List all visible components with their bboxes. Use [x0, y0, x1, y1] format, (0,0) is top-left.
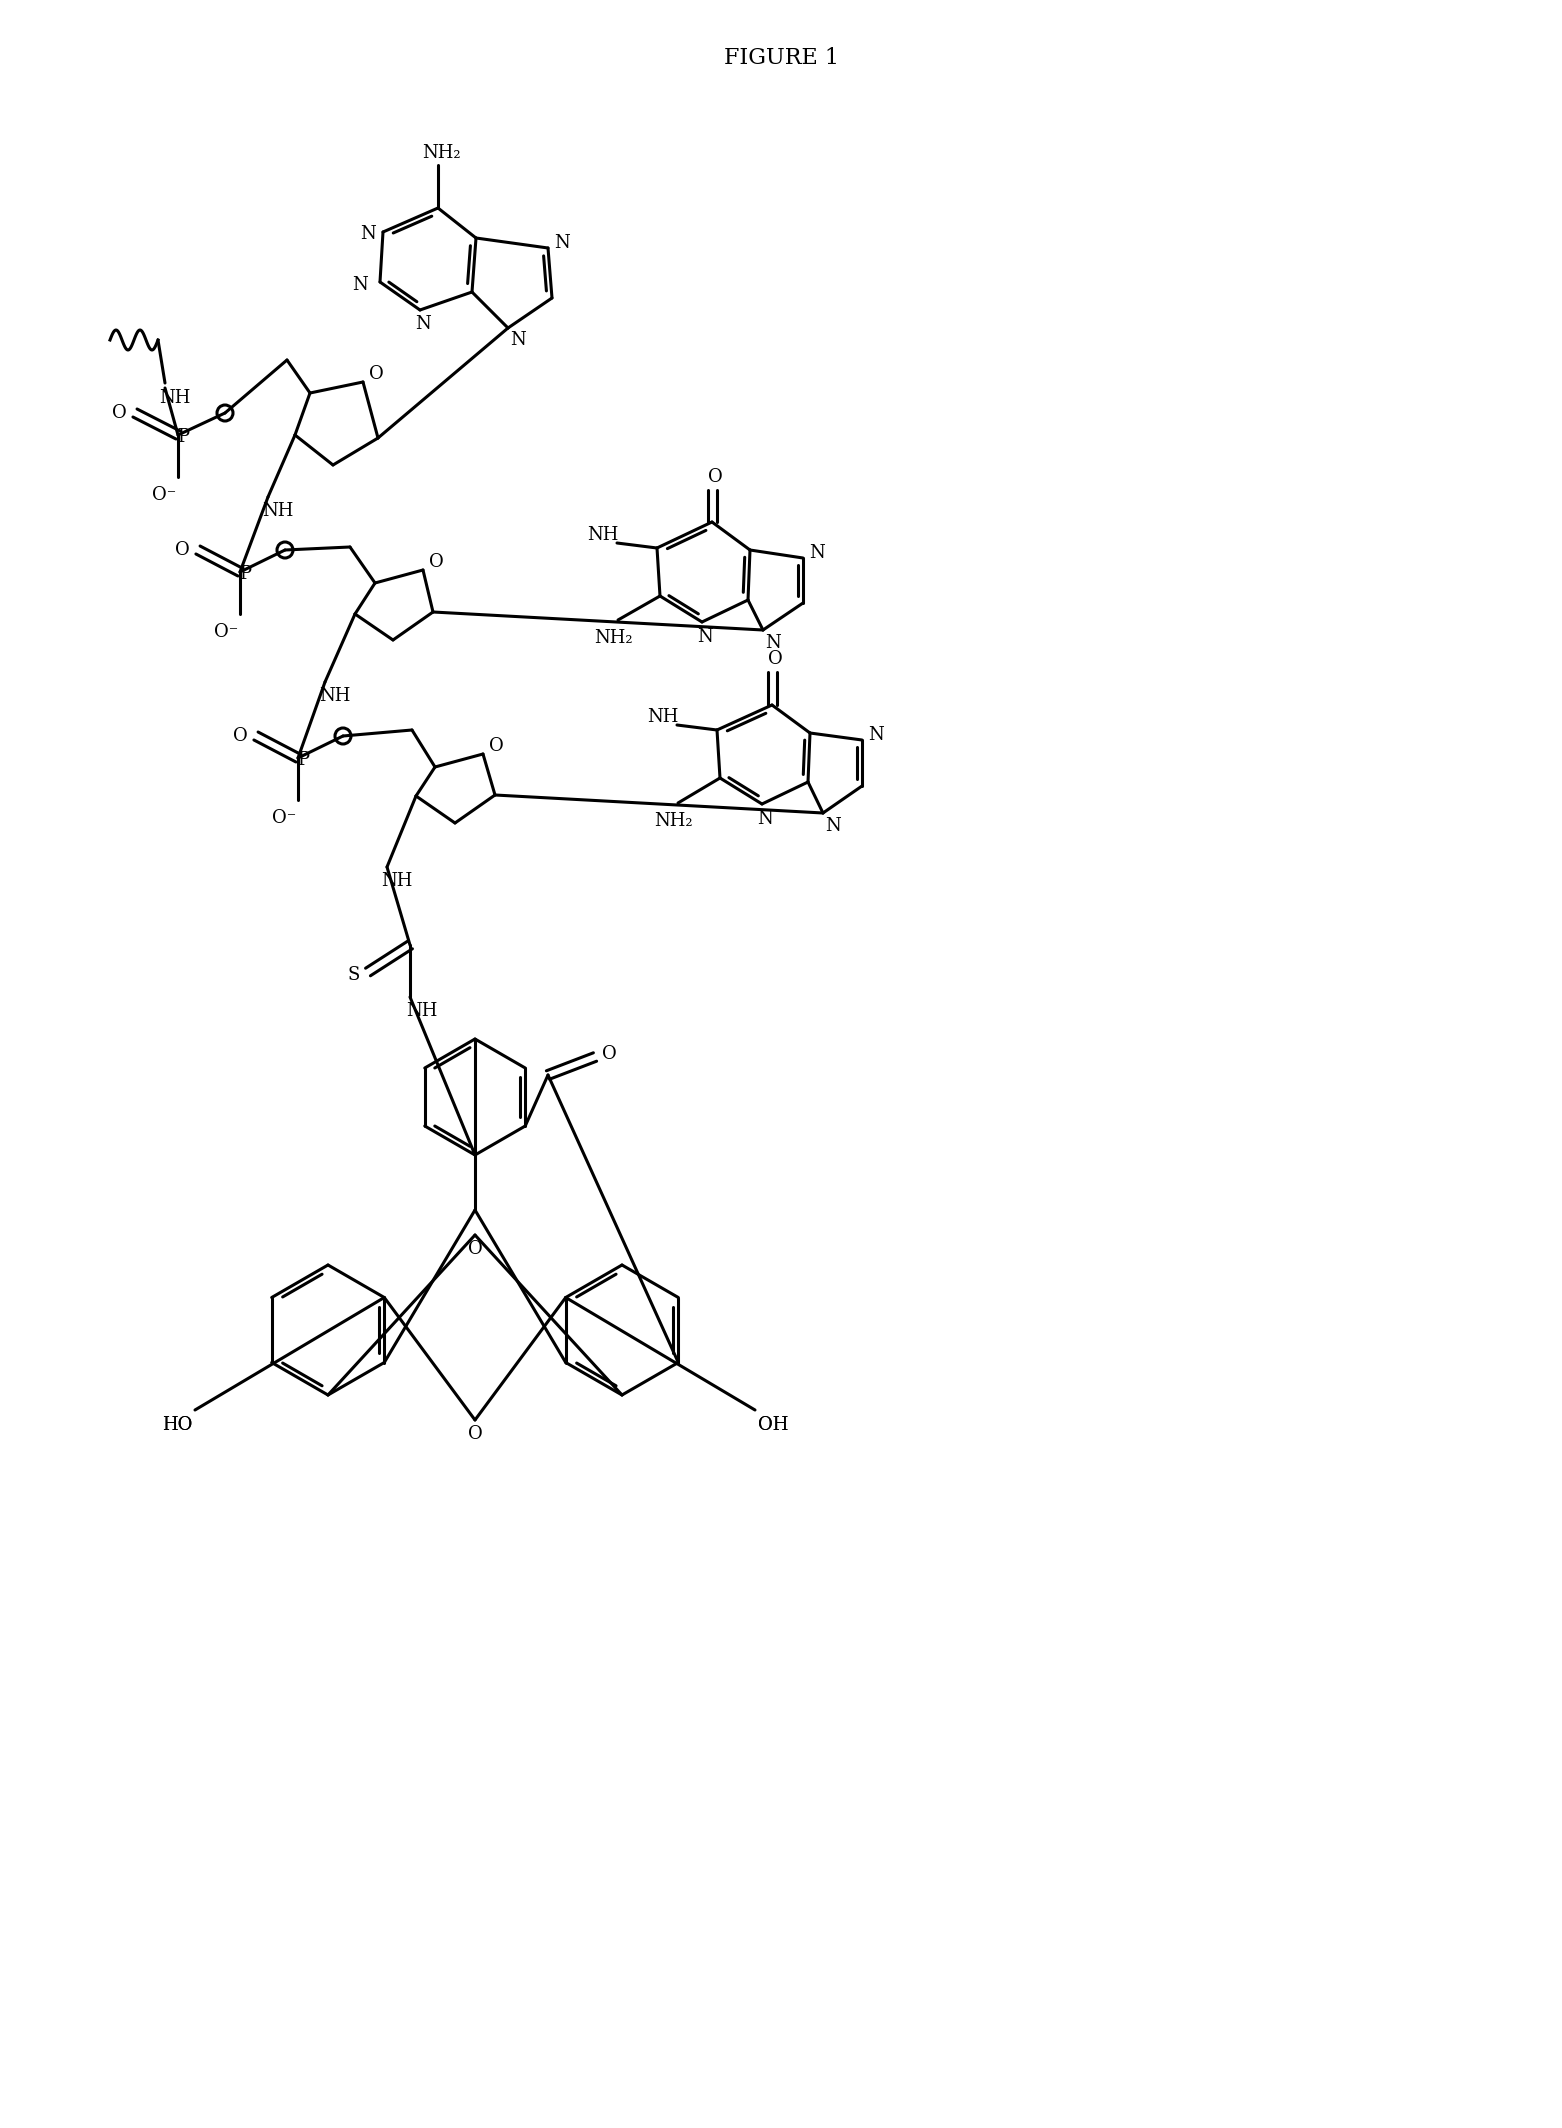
Text: NH: NH: [381, 872, 412, 890]
Text: FIGURE 1: FIGURE 1: [723, 47, 839, 68]
Text: NH: NH: [262, 502, 294, 519]
Text: P: P: [239, 566, 251, 583]
Text: O: O: [767, 649, 783, 668]
Text: N: N: [868, 726, 884, 745]
Text: N: N: [511, 332, 526, 349]
Text: P: P: [177, 428, 189, 447]
Text: O: O: [601, 1045, 617, 1064]
Text: N: N: [351, 277, 369, 294]
Text: O: O: [175, 541, 189, 560]
Text: O: O: [111, 404, 127, 421]
Text: N: N: [697, 628, 712, 647]
Text: O⁻: O⁻: [152, 485, 177, 504]
Text: HO: HO: [162, 1415, 192, 1434]
Text: NH₂: NH₂: [594, 630, 633, 647]
Text: HO: HO: [162, 1415, 192, 1434]
Text: NH: NH: [319, 687, 351, 704]
Text: OH: OH: [758, 1415, 789, 1434]
Text: O: O: [489, 736, 503, 755]
Text: N: N: [809, 545, 825, 562]
Text: NH: NH: [159, 389, 191, 406]
Text: N: N: [555, 234, 570, 251]
Text: NH₂: NH₂: [422, 145, 461, 162]
Text: N: N: [765, 634, 781, 651]
Text: O: O: [467, 1426, 483, 1443]
Text: NH: NH: [647, 709, 678, 726]
Text: O⁻: O⁻: [214, 624, 237, 641]
Text: N: N: [415, 315, 431, 332]
Text: NH: NH: [406, 1002, 437, 1019]
Text: S: S: [348, 966, 361, 983]
Text: P: P: [297, 751, 309, 768]
Text: N: N: [825, 817, 840, 834]
Text: OH: OH: [758, 1415, 789, 1434]
Text: O: O: [708, 468, 722, 485]
Text: N: N: [758, 811, 773, 828]
Text: NH: NH: [587, 526, 619, 545]
Text: NH₂: NH₂: [653, 813, 692, 830]
Text: N: N: [361, 226, 376, 243]
Text: O: O: [369, 366, 383, 383]
Text: O: O: [467, 1241, 483, 1258]
Text: O: O: [233, 728, 247, 745]
Text: O: O: [428, 553, 444, 570]
Text: O⁻: O⁻: [272, 809, 297, 828]
